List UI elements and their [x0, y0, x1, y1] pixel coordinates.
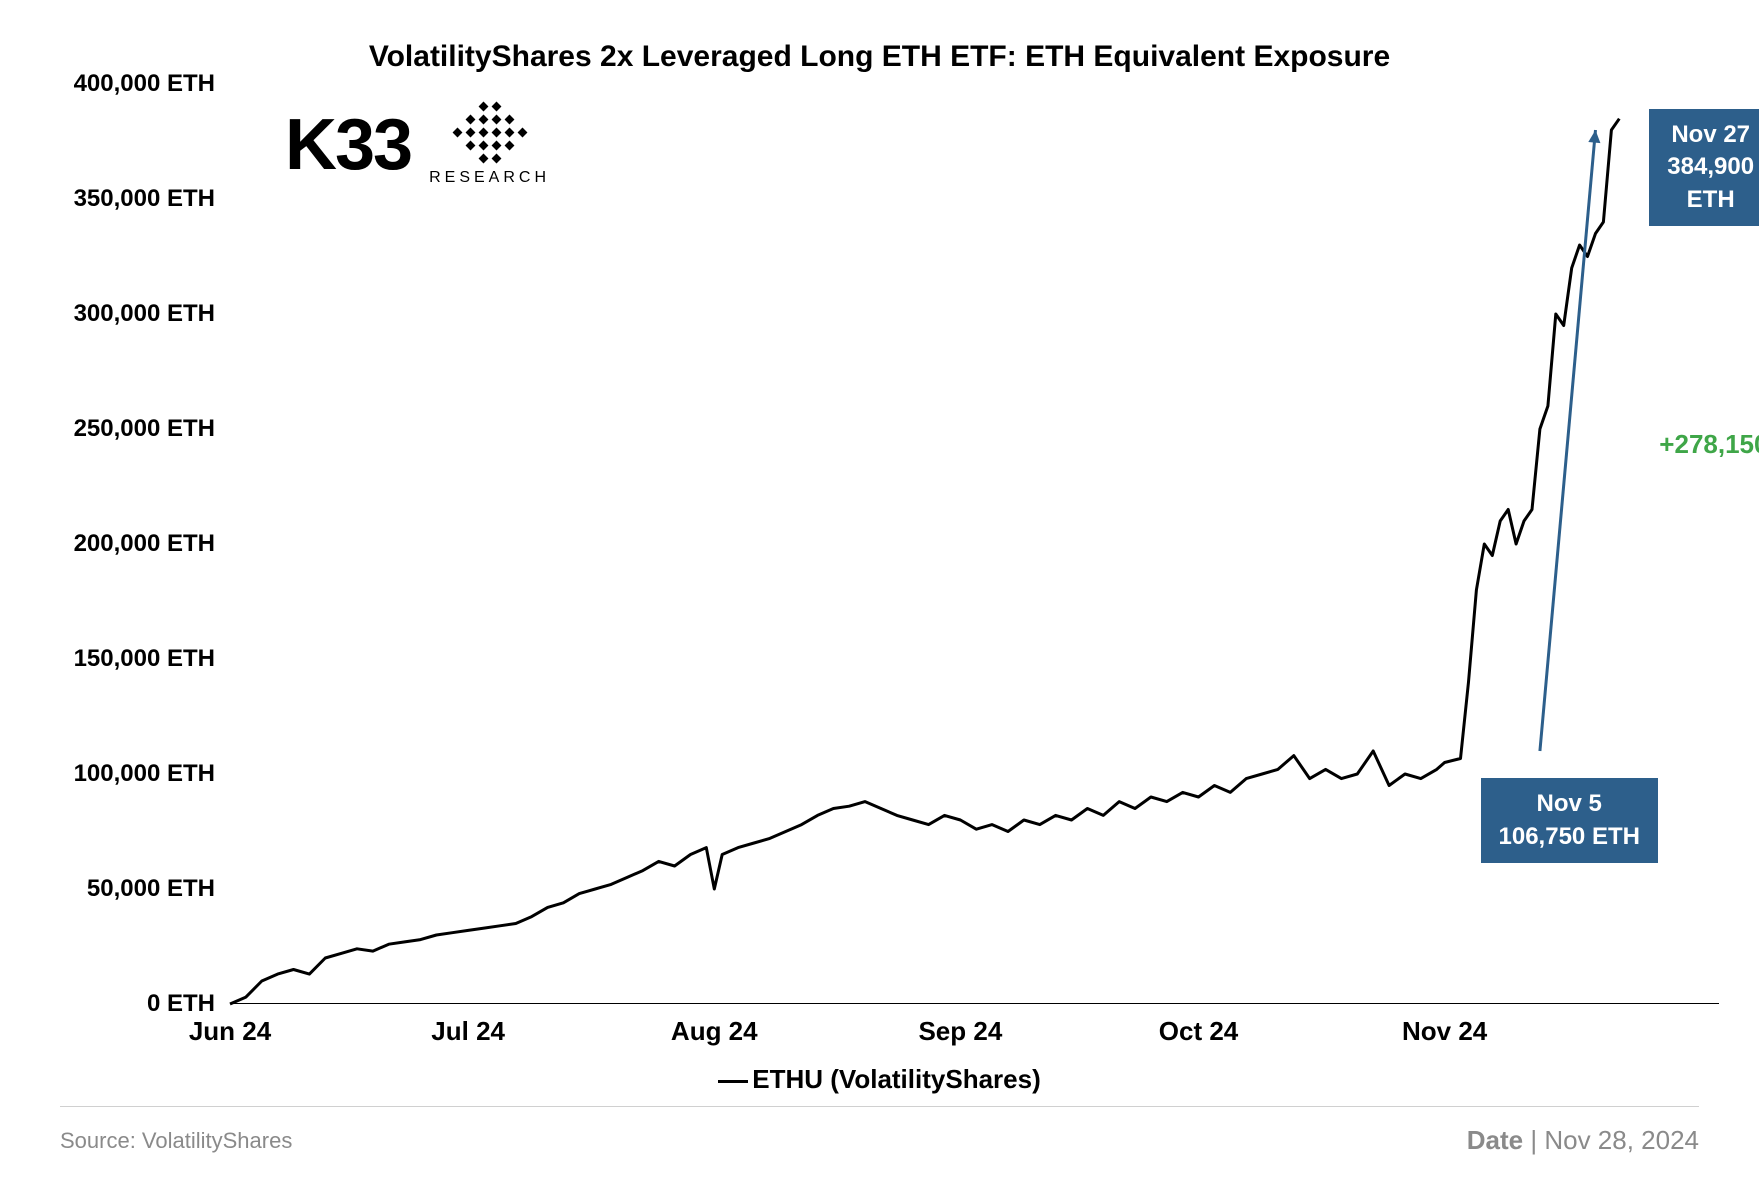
- increase-arrow-head: [1588, 130, 1600, 143]
- y-tick-label: 100,000 ETH: [74, 760, 215, 788]
- y-tick-label: 50,000 ETH: [87, 875, 215, 903]
- chart-title: VolatilityShares 2x Leveraged Long ETH E…: [60, 40, 1699, 74]
- plot-area: K33 RESEARCH Nov 27 384,900 ETH Nov 5 10…: [230, 84, 1659, 1004]
- x-tick-label: Oct 24: [1159, 1016, 1239, 1047]
- line-chart-svg: [230, 84, 1659, 1004]
- source-label: Source: VolatilityShares: [60, 1128, 292, 1154]
- legend: ETHU (VolatilityShares): [60, 1064, 1699, 1095]
- footer-date-value: Nov 28, 2024: [1544, 1125, 1699, 1155]
- callout-start-value: 106,750 ETH: [1499, 821, 1640, 853]
- x-axis-line: [230, 1003, 1719, 1004]
- callout-end-date: Nov 27: [1667, 119, 1754, 151]
- data-line: [230, 119, 1619, 1004]
- x-tick-label: Jun 24: [189, 1016, 271, 1047]
- callout-end-value: 384,900 ETH: [1667, 151, 1754, 216]
- footer: Source: VolatilityShares Date | Nov 28, …: [60, 1106, 1699, 1156]
- y-tick-label: 150,000 ETH: [74, 645, 215, 673]
- y-tick-label: 200,000 ETH: [74, 530, 215, 558]
- callout-start: Nov 5 106,750 ETH: [1481, 778, 1658, 863]
- callout-end: Nov 27 384,900 ETH: [1649, 109, 1759, 226]
- legend-series-label: ETHU (VolatilityShares): [752, 1064, 1040, 1094]
- y-tick-label: 0 ETH: [147, 990, 215, 1018]
- increase-arrow: [1540, 130, 1596, 751]
- x-tick-label: Aug 24: [671, 1016, 758, 1047]
- y-tick-label: 350,000 ETH: [74, 185, 215, 213]
- x-tick-label: Jul 24: [431, 1016, 505, 1047]
- chart-container: VolatilityShares 2x Leveraged Long ETH E…: [60, 40, 1699, 1146]
- increase-label: +278,150 ETH: [1659, 429, 1759, 460]
- footer-date-prefix: Date: [1467, 1125, 1523, 1155]
- callout-start-date: Nov 5: [1499, 788, 1640, 820]
- x-tick-label: Sep 24: [918, 1016, 1002, 1047]
- x-tick-label: Nov 24: [1402, 1016, 1487, 1047]
- y-tick-label: 300,000 ETH: [74, 300, 215, 328]
- y-tick-label: 250,000 ETH: [74, 415, 215, 443]
- y-tick-label: 400,000 ETH: [74, 70, 215, 98]
- legend-line-icon: [718, 1080, 748, 1083]
- footer-date-sep: |: [1530, 1125, 1544, 1155]
- footer-date: Date | Nov 28, 2024: [1467, 1125, 1699, 1156]
